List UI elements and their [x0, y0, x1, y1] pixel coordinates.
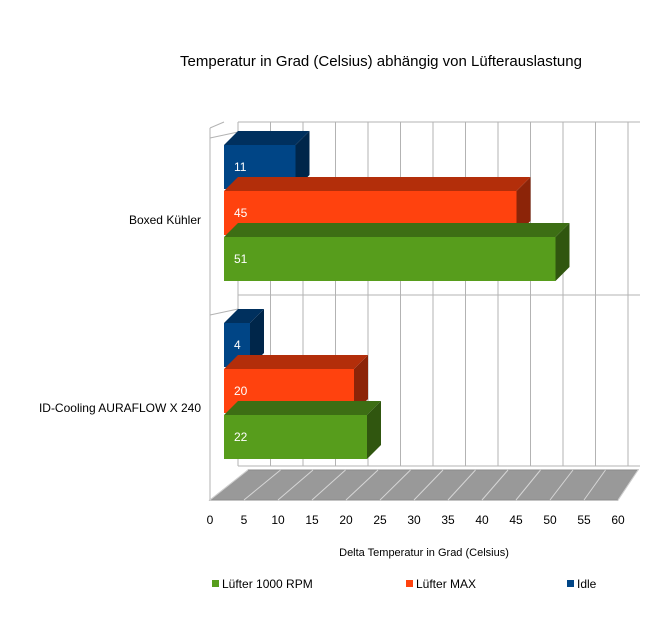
wall-top-edge [209, 121, 225, 129]
side-wall-separator [209, 131, 239, 139]
floor-gridline [413, 469, 444, 501]
x-tick-label: 35 [441, 513, 455, 527]
bar-top-face [224, 309, 264, 323]
legend-swatch [406, 580, 413, 587]
x-tick-label: 40 [475, 513, 489, 527]
legend-swatch [567, 580, 574, 587]
floor-gridline [243, 469, 281, 501]
bar-top-face [224, 177, 531, 191]
floor-gridline [617, 469, 639, 501]
category-label: ID-Cooling AURAFLOW X 240 [39, 401, 201, 415]
floor-gridline [481, 469, 509, 501]
chart-floor [208, 469, 639, 501]
x-tick-label: 30 [407, 513, 421, 527]
bar-front-face [224, 237, 556, 281]
bar-top-face [224, 131, 310, 145]
data-label: 20 [234, 384, 248, 398]
data-label: 45 [234, 206, 248, 220]
floor-gridline [277, 469, 314, 501]
x-tick-label: 25 [373, 513, 387, 527]
x-axis-label: Delta Temperatur in Grad (Celsius) [339, 547, 509, 559]
x-tick-label: 20 [339, 513, 353, 527]
floor-gridline [209, 469, 249, 501]
floor-gridline [345, 469, 379, 501]
x-tick-label: 50 [543, 513, 557, 527]
floor-gridline [549, 469, 574, 501]
bar-side-face [354, 355, 368, 413]
bar-l-fter-1000-rpm-1: 22 [224, 401, 381, 459]
bar-front-face [224, 415, 367, 459]
legend-item: Lüfter 1000 RPM [212, 577, 313, 591]
chart-title: Temperatur in Grad (Celsius) abhängig vo… [180, 53, 582, 70]
legend-swatch [212, 580, 219, 587]
bar-side-face [250, 309, 264, 367]
bar-side-face [555, 223, 570, 281]
category-labels: Boxed Kühler ID-Cooling AURAFLOW X 240 [39, 213, 201, 415]
bar-side-face [295, 131, 310, 189]
x-axis-ticks: 0 5 10 15 20 25 30 35 40 45 50 55 60 [207, 513, 625, 527]
data-label: 11 [234, 160, 247, 174]
data-label: 22 [234, 430, 248, 444]
bars: 11 45 51 4 20 22 [224, 131, 570, 459]
floor-gridline [379, 469, 411, 501]
bar-l-fter-1000-rpm-0: 51 [224, 223, 570, 281]
bar-side-face [516, 177, 531, 235]
legend-label: Idle [577, 577, 597, 591]
x-tick-label: 0 [207, 513, 214, 527]
category-label: Boxed Kühler [129, 213, 201, 227]
side-wall-separator [209, 308, 239, 316]
legend-label: Lüfter 1000 RPM [222, 577, 313, 591]
data-label: 4 [234, 338, 241, 352]
data-label: 51 [234, 252, 248, 266]
legend-item: Idle [567, 577, 597, 591]
legend-label: Lüfter MAX [416, 577, 476, 591]
bar-top-face [224, 223, 570, 237]
x-tick-label: 45 [509, 513, 523, 527]
x-tick-label: 10 [271, 513, 285, 527]
floor-gridline [583, 469, 606, 501]
legend-item: Lüfter MAX [406, 577, 476, 591]
floor-gridline [515, 469, 541, 501]
bar-top-face [224, 355, 368, 369]
x-tick-label: 55 [577, 513, 591, 527]
x-tick-label: 15 [305, 513, 319, 527]
bar-top-face [224, 401, 381, 415]
bar-side-face [367, 401, 381, 459]
floor-gridline [447, 469, 476, 501]
x-tick-label: 60 [611, 513, 625, 527]
x-tick-label: 5 [241, 513, 248, 527]
legend: Lüfter 1000 RPM Lüfter MAX Idle [212, 577, 597, 591]
floor-gridline [311, 469, 346, 501]
